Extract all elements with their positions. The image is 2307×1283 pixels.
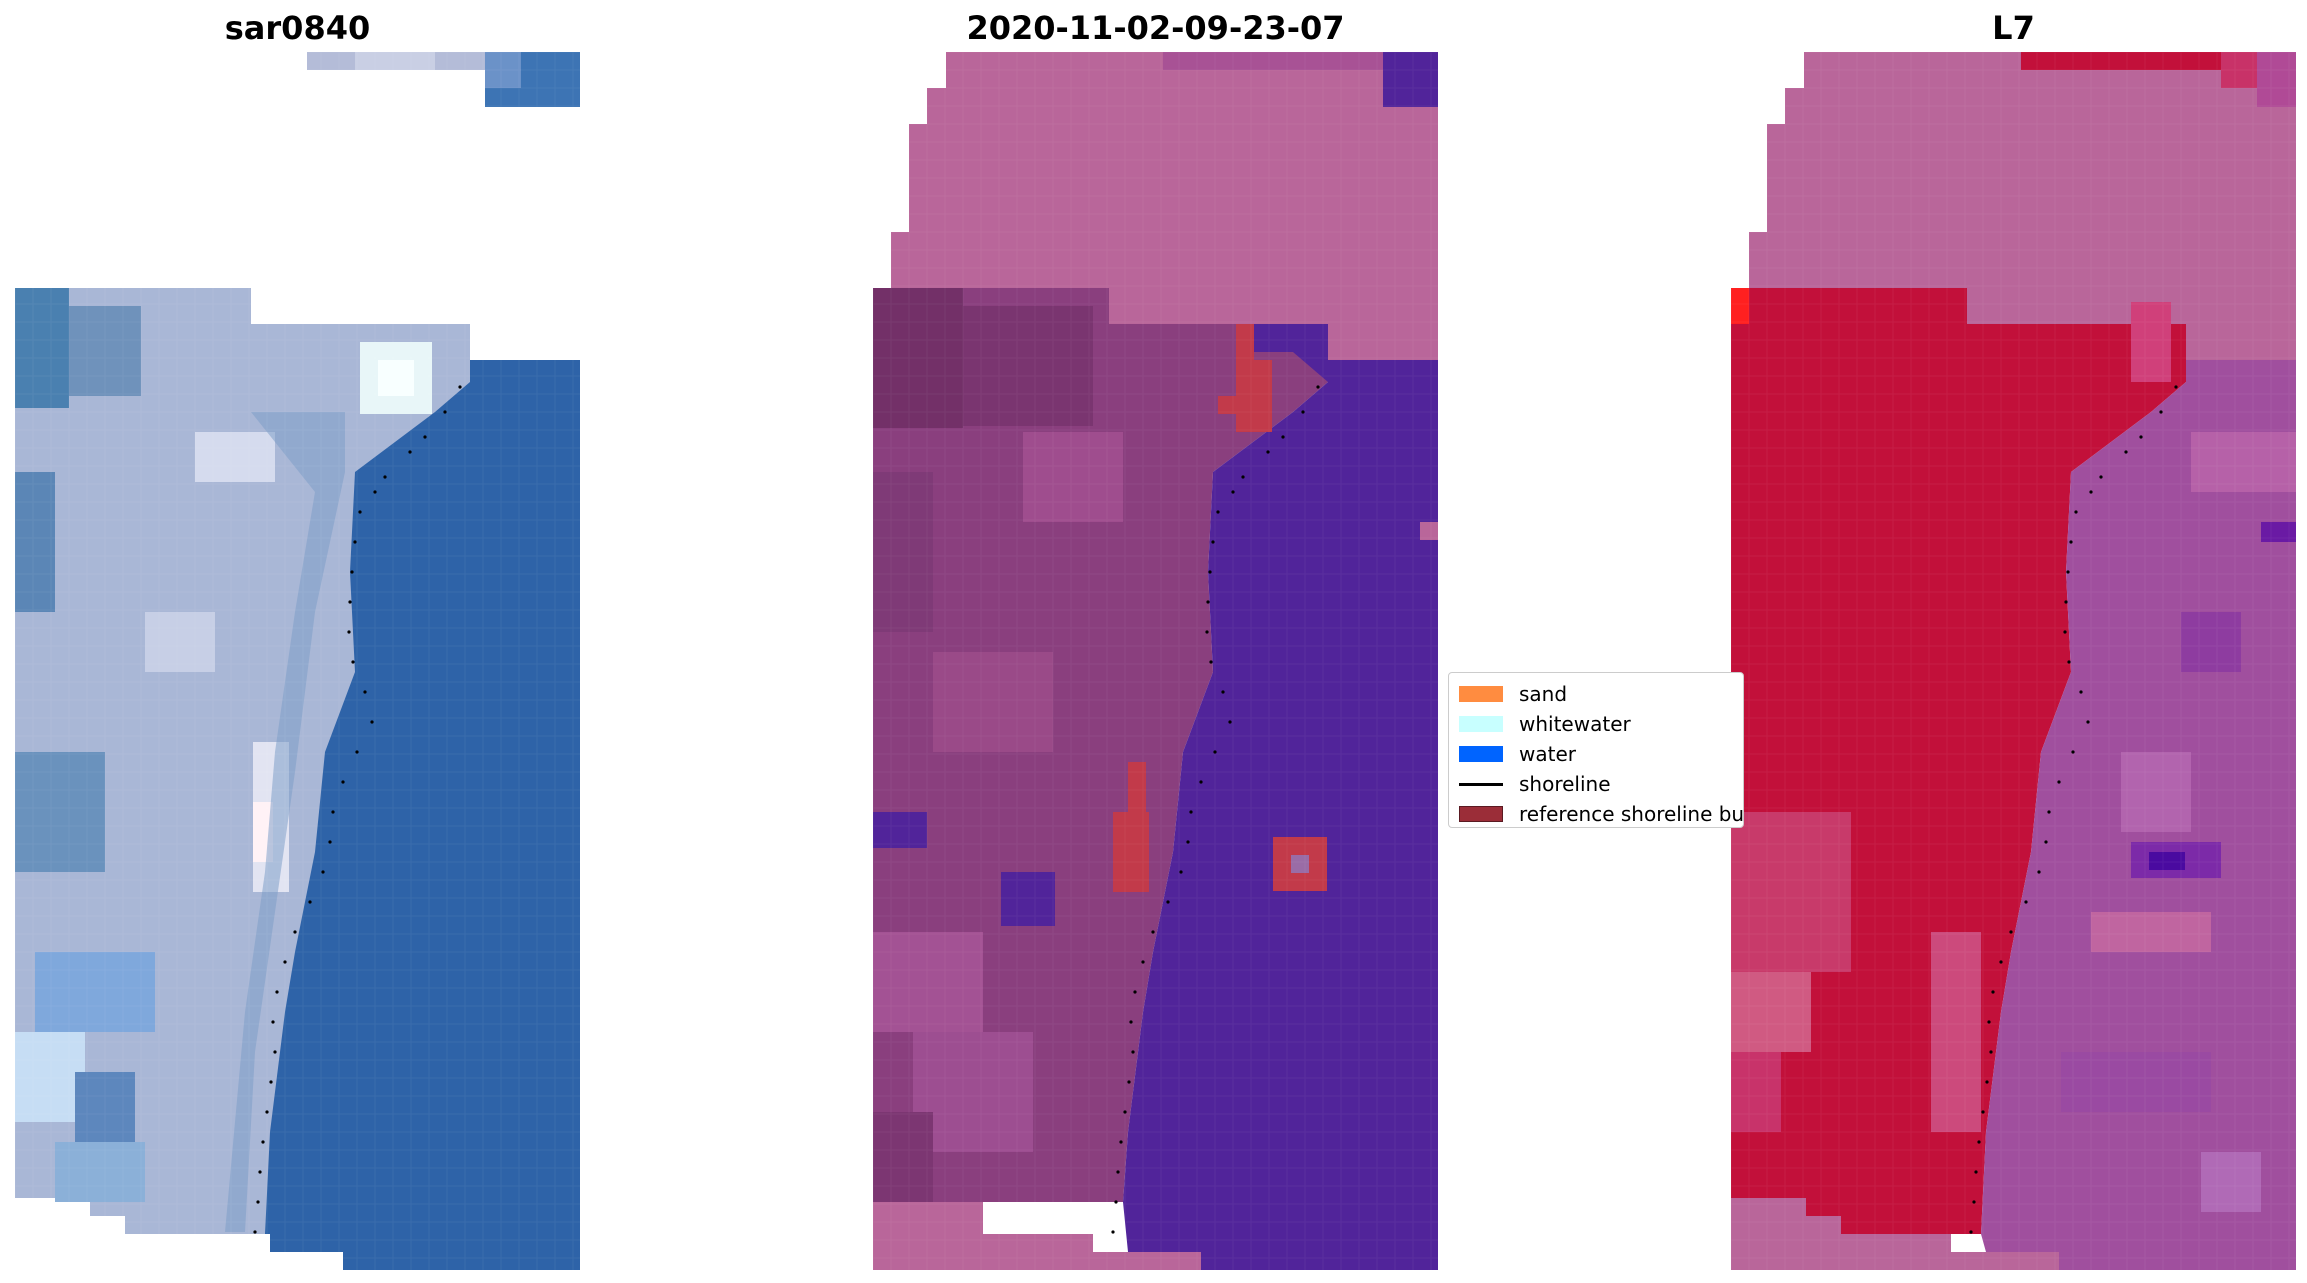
shoreline-dots (1969, 385, 2178, 1234)
whitewater-swatch (1459, 716, 1503, 732)
rgb-image (15, 52, 580, 1270)
index-image (1731, 52, 2296, 1270)
panel-title-rgb: sar0840 (224, 9, 371, 47)
legend-item-reference-buffer: reference shoreline buffer (1459, 799, 1744, 827)
shoreline-dots (253, 385, 462, 1234)
shoreline-dots (1111, 385, 1320, 1234)
legend-item-whitewater: whitewater (1459, 709, 1743, 739)
legend-item-water: water (1459, 739, 1743, 769)
sand-swatch (1459, 686, 1503, 702)
panel-title-classification: 2020-11-02-09-23-07 (966, 9, 1345, 47)
classification-panel (873, 52, 1438, 1270)
classification-image (873, 52, 1438, 1270)
shoreline-line (1459, 782, 1503, 786)
water-swatch (1459, 746, 1503, 762)
legend-label-sand: sand (1519, 682, 1568, 706)
index-panel (1731, 52, 2296, 1270)
panel-title-index: L7 (1992, 9, 2035, 47)
legend-label-water: water (1519, 742, 1576, 766)
legend-item-shoreline: shoreline (1459, 769, 1743, 799)
rgb-image-panel (15, 52, 580, 1270)
legend-label-whitewater: whitewater (1519, 712, 1631, 736)
reference-buffer-swatch (1459, 806, 1503, 822)
legend-item-sand: sand (1459, 679, 1743, 709)
legend: sand whitewater water shoreline referenc… (1448, 672, 1744, 828)
legend-label-shoreline: shoreline (1519, 772, 1611, 796)
legend-label-reference-buffer: reference shoreline buffer (1519, 802, 1744, 826)
